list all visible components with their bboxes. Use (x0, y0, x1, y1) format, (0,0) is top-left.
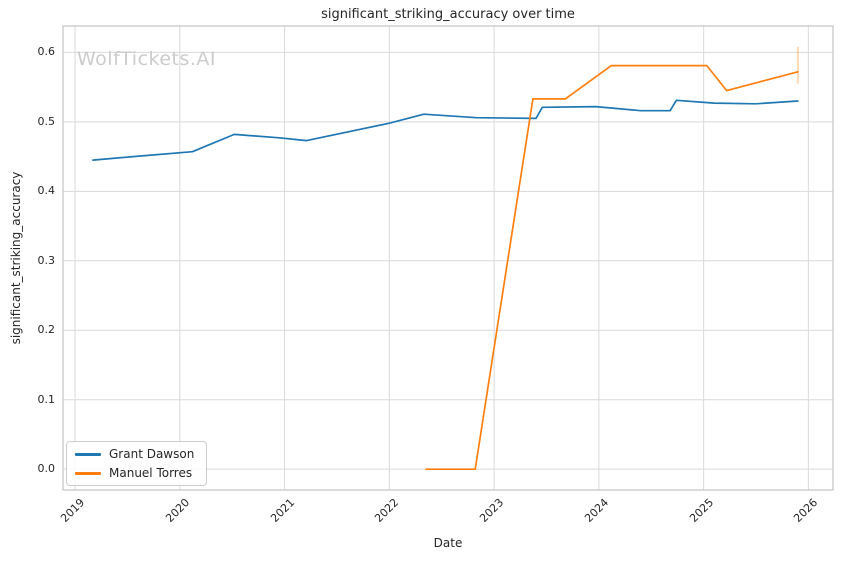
legend: Grant Dawson Manuel Torres (66, 441, 208, 486)
legend-label: Grant Dawson (109, 447, 195, 461)
y-tick-label: 0.5 (37, 114, 56, 128)
y-tick-label: 0.4 (37, 184, 56, 198)
legend-swatch-blue-line (75, 452, 101, 456)
y-tick-label: 0.6 (37, 45, 56, 59)
chart-title: significant_striking_accuracy over time (321, 7, 575, 22)
y-tick-label: 0.0 (37, 462, 56, 476)
legend-swatch-orange-line (75, 471, 101, 475)
legend-item-grant-dawson: Grant Dawson (75, 448, 194, 460)
y-axis-label: significant_striking_accuracy (9, 171, 23, 345)
x-axis-label: Date (433, 536, 463, 550)
y-tick-label: 0.3 (37, 253, 56, 267)
plot-background (63, 26, 833, 490)
y-tick-label: 0.1 (37, 392, 56, 406)
series-line-grant-dawson (92, 99, 799, 161)
watermark: WolfTickets.AI (77, 48, 217, 70)
legend-label: Manuel Torres (109, 466, 193, 480)
series-line-manuel-torres (425, 64, 799, 471)
y-tick-label: 0.2 (37, 323, 56, 337)
axes-border (62, 25, 834, 491)
legend-item-manuel-torres: Manuel Torres (75, 467, 194, 479)
